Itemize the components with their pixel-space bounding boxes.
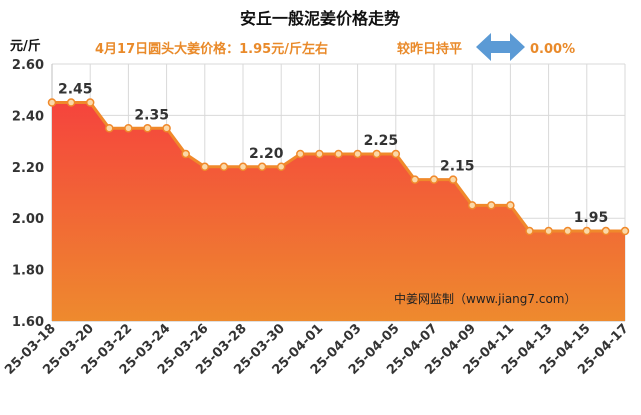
y-tick-label: 2.60 [12,58,44,73]
data-point [334,149,343,159]
data-point [353,149,362,159]
price-area [52,102,625,321]
double-arrow-icon [476,33,525,61]
data-point [582,226,592,236]
data-label: 2.45 [58,82,93,98]
data-point [372,149,381,159]
x-axis-ticks: 25-03-1825-03-2025-03-2225-03-2425-03-26… [2,321,632,378]
y-tick-label: 1.80 [12,264,44,279]
data-point [448,175,458,184]
data-label: 2.35 [134,107,169,123]
data-point [85,98,95,107]
data-point [601,226,611,236]
data-point [410,175,420,184]
y-tick-label: 2.40 [12,109,44,124]
y-tick-label: 2.00 [12,212,44,227]
data-point [563,226,572,236]
chart-title: 安丘一般泥姜价格走势 [240,9,400,28]
area-fill [52,102,625,321]
data-point [296,149,305,159]
data-label: 2.20 [249,146,284,162]
data-point [66,98,76,107]
y-axis-label: 元/斤 [10,38,41,54]
data-label: 2.25 [364,133,399,149]
data-point [315,149,324,159]
y-tick-label: 2.20 [12,161,44,176]
y-axis-ticks: 1.60 1.80 2.00 2.20 2.40 2.60 [12,58,44,330]
data-point [506,201,515,210]
data-point [238,162,248,172]
y-tick-label: 1.60 [12,315,44,330]
data-point [525,226,534,236]
data-point [181,149,190,159]
data-point [620,226,630,236]
data-point [124,124,133,133]
data-point [47,98,57,107]
data-point [143,124,152,133]
change-value: 0.00% [530,42,575,57]
data-point [487,201,496,210]
data-point [467,201,477,210]
change-label: 较昨日持平 [397,41,462,57]
data-label: 2.15 [440,159,475,175]
data-point [429,175,439,184]
data-point [544,226,553,236]
data-point [257,162,267,172]
data-point [276,162,286,172]
data-point [200,162,210,172]
data-point [162,124,171,133]
chart-subtitle: 4月17日圆头大姜价格：1.95元/斤左右 [95,41,328,57]
watermark: 中姜网监制（www.jiang7.com） [394,291,576,306]
data-labels: 2.45 2.35 2.20 2.25 2.15 1.95 [58,82,608,227]
data-point [391,149,401,159]
data-label: 1.95 [574,210,609,226]
data-point [219,162,229,172]
price-markers [47,98,630,236]
data-point [105,124,114,133]
